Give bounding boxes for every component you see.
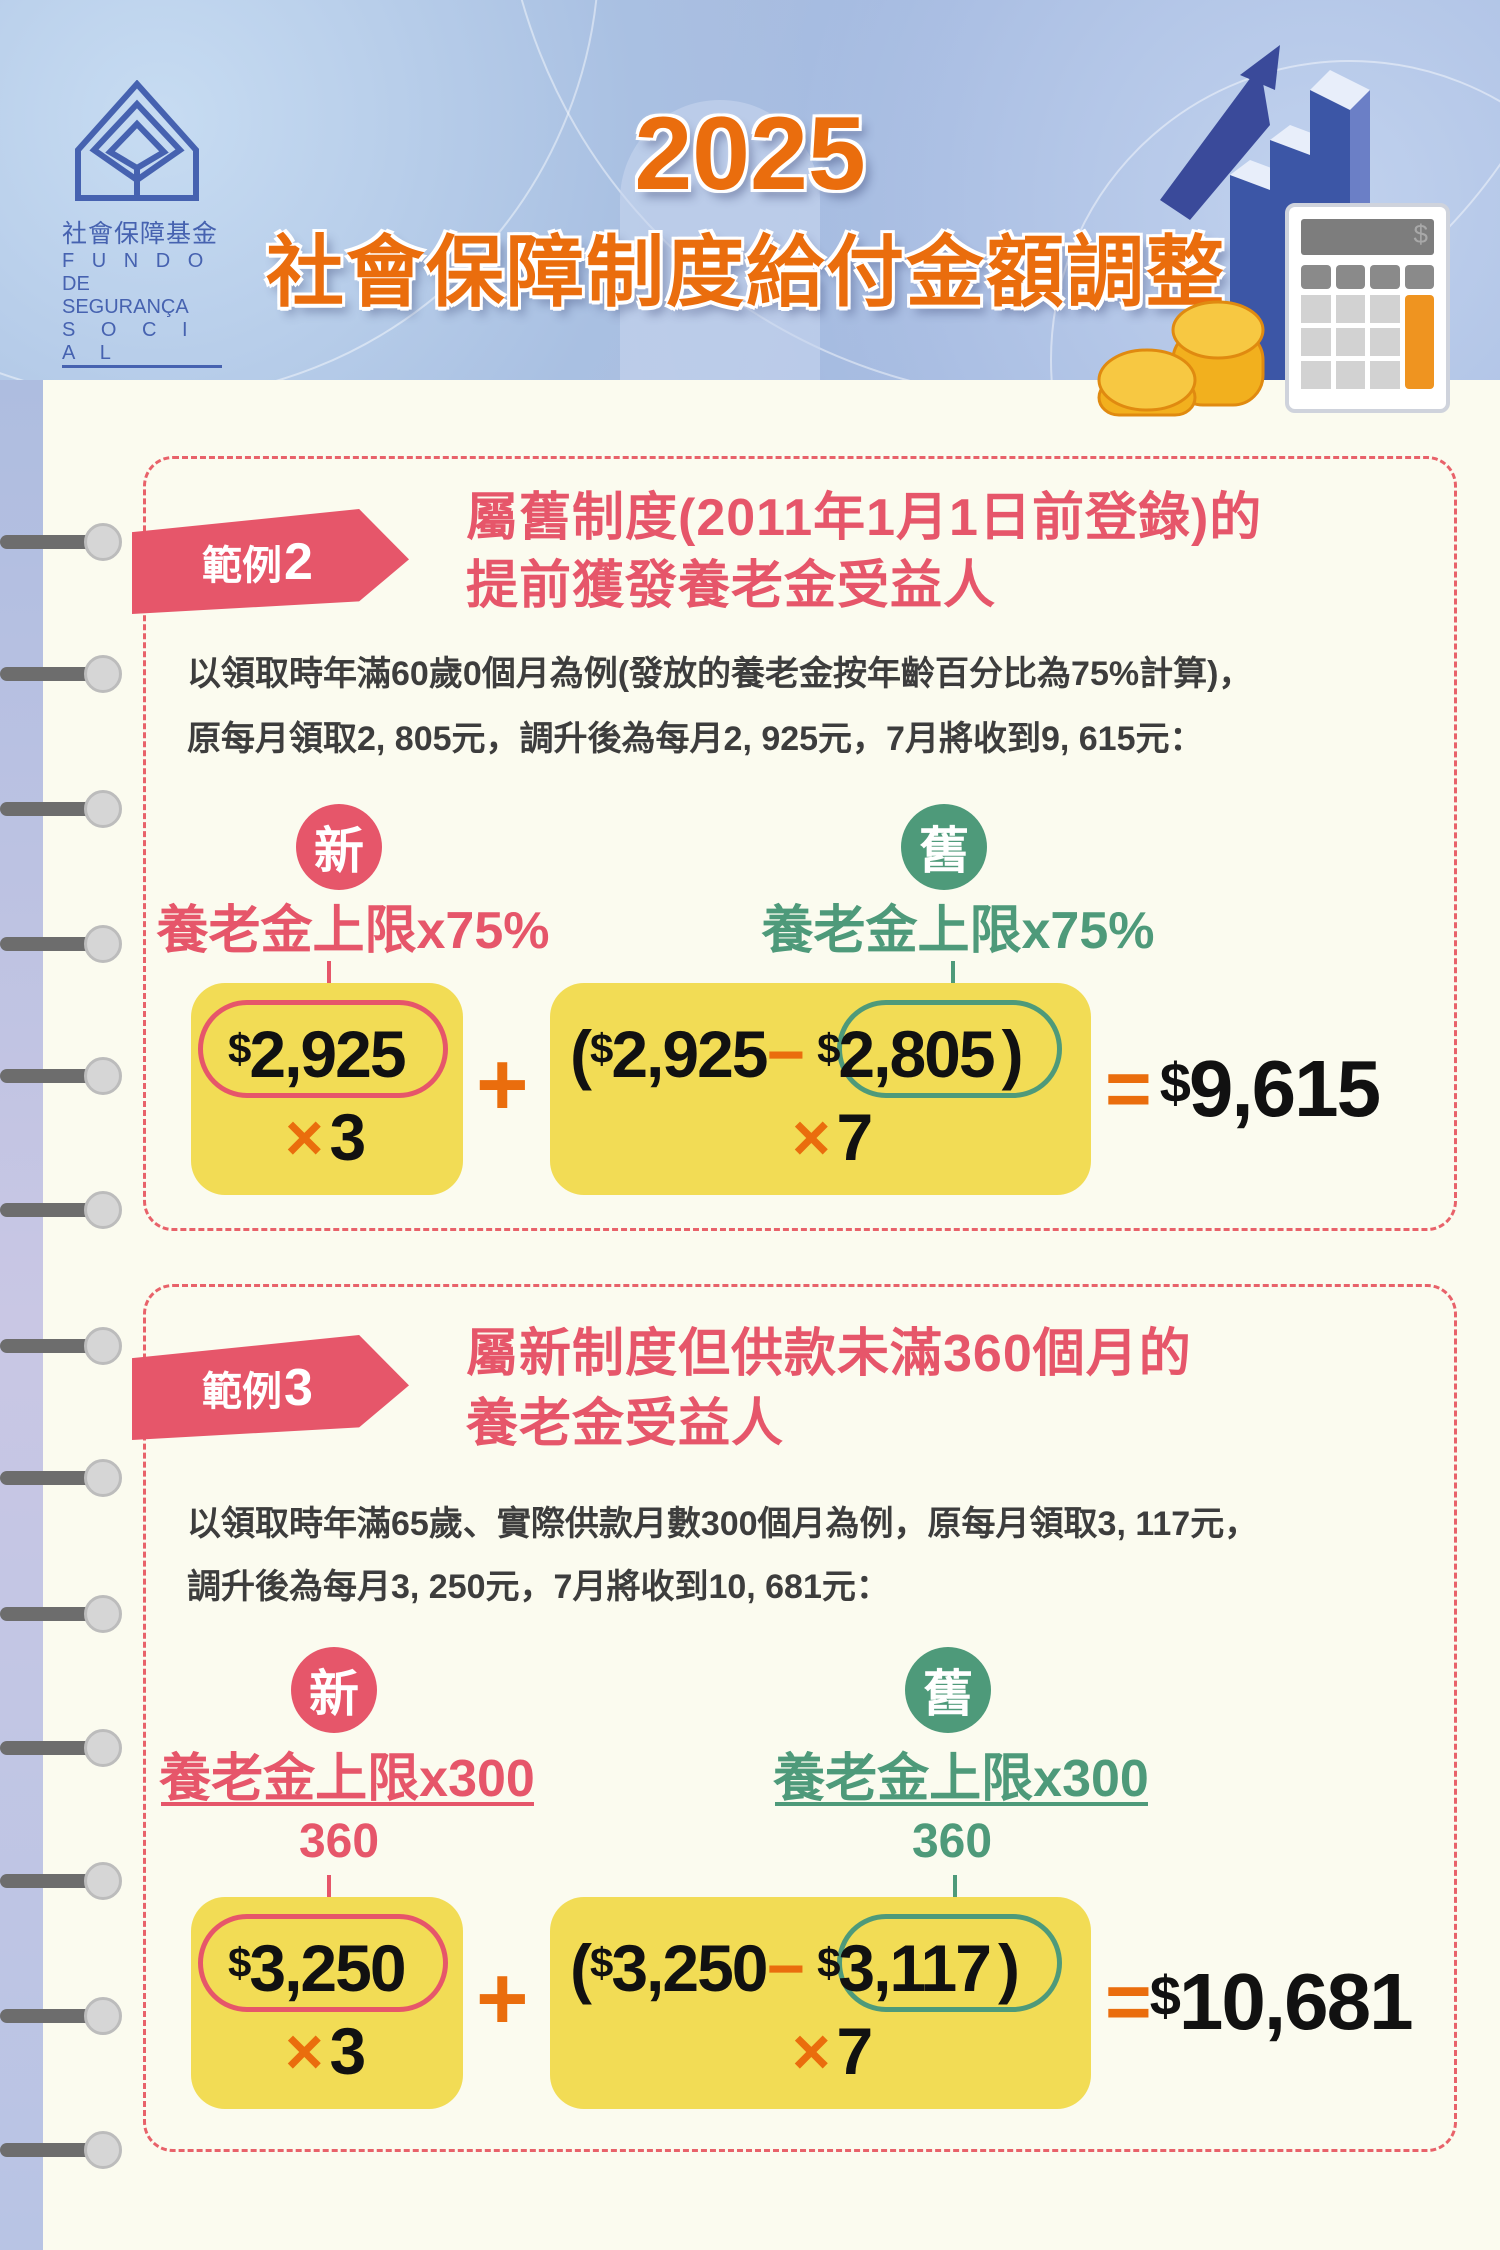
header-banner: 社會保障基金 F U N D O DE SEGURANÇA S O C I A … bbox=[0, 0, 1500, 380]
old-connector bbox=[953, 1875, 957, 1915]
old-term-box bbox=[550, 1897, 1091, 2109]
old-cap-label: 養老金上限x300 bbox=[773, 1750, 1149, 1808]
logo: 社會保障基金 F U N D O DE SEGURANÇA S O C I A … bbox=[62, 79, 222, 368]
binder-ring bbox=[0, 1191, 122, 1229]
old-badge: 舊 bbox=[901, 804, 987, 890]
logo-text-pt3: S O C I A L bbox=[62, 319, 222, 368]
new-badge: 新 bbox=[291, 1647, 377, 1733]
binder-ring bbox=[0, 1327, 122, 1365]
page-title: 社會保障制度給付金額調整 bbox=[265, 228, 1226, 316]
binder-ring bbox=[0, 1595, 122, 1633]
example-2-title-line1: 屬舊制度(2011年1月1日前登錄)的 bbox=[466, 489, 1263, 547]
old-connector bbox=[951, 961, 955, 1001]
binder-ring bbox=[0, 1057, 122, 1095]
logo-mark-icon bbox=[75, 79, 199, 201]
binder-ring bbox=[0, 1729, 122, 1767]
new-cap-label: 養老金上限x300 bbox=[159, 1750, 535, 1808]
old-badge: 舊 bbox=[905, 1647, 991, 1733]
example-3-card bbox=[143, 1284, 1457, 2152]
new-denominator: 360 bbox=[298, 1815, 380, 1868]
new-connector bbox=[327, 1875, 331, 1915]
logo-text-zh: 社會保障基金 bbox=[62, 220, 219, 248]
old-fraction-line bbox=[775, 1802, 1148, 1806]
logo-text-pt2: DE SEGURANÇA bbox=[62, 273, 189, 318]
calc-key-times-icon bbox=[1370, 265, 1400, 289]
new-cap-label: 養老金上限x75% bbox=[156, 902, 550, 960]
title-year: 2025 bbox=[634, 96, 866, 212]
plus-sign: + bbox=[476, 1035, 529, 1135]
binder-ring bbox=[0, 925, 122, 963]
binder-ring bbox=[0, 1459, 122, 1497]
tag-number: 3 bbox=[284, 1358, 313, 1417]
old-cap-label: 養老金上限x75% bbox=[761, 902, 1155, 960]
notebook-edge bbox=[0, 380, 43, 2250]
tag-label: 範例 bbox=[202, 1369, 282, 1414]
calc-key-equals-icon bbox=[1404, 295, 1434, 389]
example-3-desc-line2: 調升後為每月3, 250元，7月將收到10, 681元： bbox=[187, 1568, 890, 1606]
new-amount: $3,250 bbox=[228, 1931, 407, 2005]
plus-sign: + bbox=[476, 1949, 529, 2049]
example-3-desc-line1: 以領取時年滿65歲、實際供款月數300個月為例，原每月領取3, 117元， bbox=[187, 1505, 1259, 1543]
new-badge: 新 bbox=[296, 804, 382, 890]
new-amount-highlight bbox=[198, 1000, 448, 1098]
coins-icon bbox=[1097, 300, 1265, 417]
example-3-result: =$10,681 bbox=[1105, 1957, 1414, 2046]
calc-key-minus-icon bbox=[1335, 265, 1365, 289]
old-denominator: 360 bbox=[911, 1815, 993, 1868]
binder-ring bbox=[0, 523, 122, 561]
calc-key-plus-icon bbox=[1301, 265, 1331, 289]
calculator-screen: $ bbox=[1301, 219, 1434, 255]
calculator-illustration: $ bbox=[1285, 203, 1450, 413]
example-2-desc-line2: 原每月領取2, 805元，調升後為每月2, 925元，7月將收到9, 615元： bbox=[187, 720, 1204, 758]
tag-label: 範例 bbox=[202, 543, 282, 588]
example-2-result: = $9,615 bbox=[1105, 1044, 1381, 1133]
tag-number: 2 bbox=[284, 532, 313, 591]
binder-ring bbox=[0, 790, 122, 828]
old-amount-highlight bbox=[837, 1914, 1062, 2012]
calc-key-divide-icon bbox=[1404, 265, 1434, 289]
difference-expression: ($2,925− $2,805) bbox=[570, 1017, 1024, 1091]
difference-expression: ($3,250− $3,117) bbox=[570, 1931, 1020, 2005]
decorative-shape bbox=[620, 100, 820, 380]
logo-text-pt1: F U N D O bbox=[62, 250, 210, 272]
example-3-title-line2: 養老金受益人 bbox=[466, 1395, 785, 1453]
example-2-desc-line1: 以領取時年滿60歲0個月為例(發放的養老金按年齡百分比為75%計算)， bbox=[187, 655, 1253, 693]
old-term-box bbox=[550, 983, 1091, 1195]
example-2-title-line2: 提前獲發養老金受益人 bbox=[466, 557, 997, 615]
example-2-card bbox=[143, 456, 1457, 1231]
example-3-title-line1: 屬新制度但供款未滿360個月的 bbox=[466, 1325, 1192, 1383]
old-amount-highlight bbox=[837, 1000, 1062, 1098]
new-fraction-line bbox=[161, 1802, 534, 1806]
new-amount: $2,925 bbox=[228, 1017, 407, 1091]
new-amount-highlight bbox=[198, 1914, 448, 2012]
old-multiplier: ×7 bbox=[792, 2014, 874, 2088]
binder-ring bbox=[0, 2131, 122, 2169]
new-connector bbox=[327, 961, 331, 1001]
new-multiplier: ×3 bbox=[285, 2014, 367, 2088]
binder-ring bbox=[0, 655, 122, 693]
old-multiplier: ×7 bbox=[792, 1100, 874, 1174]
binder-ring bbox=[0, 1997, 122, 2035]
new-multiplier: ×3 bbox=[285, 1100, 367, 1174]
binder-ring bbox=[0, 1862, 122, 1900]
